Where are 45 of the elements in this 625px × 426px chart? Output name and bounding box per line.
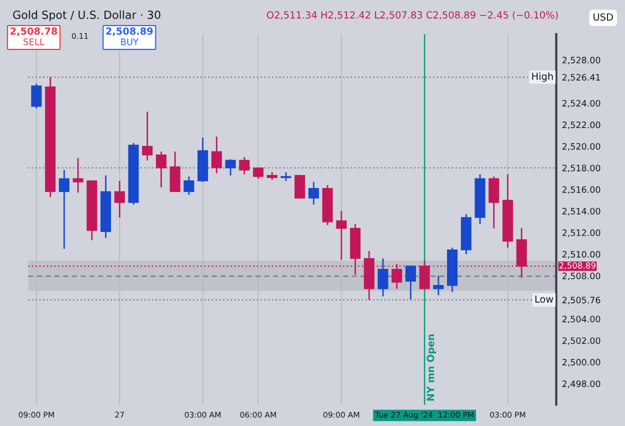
y-tick-label: 2,508.00: [562, 272, 600, 280]
candlestick: [252, 167, 264, 180]
annotation: SELL: [24, 38, 44, 46]
candlestick: [433, 275, 444, 296]
candlestick: [378, 258, 388, 297]
ref-line-label: NY mn Open: [426, 334, 436, 401]
y-tick-label: 2,528.00: [562, 56, 600, 64]
y-tick-label: 2,520.00: [562, 143, 600, 151]
candlestick: [405, 265, 416, 300]
text: USD: [594, 13, 613, 21]
ref-line-label: Low: [535, 296, 554, 303]
candlestick: [211, 136, 222, 174]
y-tick-label: 2,514.00: [562, 208, 600, 216]
y-tick-label: 2,518.00: [562, 164, 600, 172]
y-tick-label: 2,516.00: [562, 186, 600, 194]
candlestick: [225, 158, 236, 176]
candlestick: [336, 210, 347, 260]
y-tick-label: 2,510.00: [562, 251, 600, 259]
annotation: BUY: [121, 38, 139, 46]
candlestick: [31, 83, 42, 110]
candlestick: [156, 150, 166, 188]
candlestick: [294, 175, 306, 198]
y-tick-label: 2,500.00: [562, 358, 600, 366]
annotation: 2,508.89: [106, 27, 153, 36]
y-tick-label: 2,524.00: [562, 100, 600, 108]
candlestick: [142, 111, 153, 162]
candlestick: [114, 180, 125, 218]
y-tick-label: 2,504.00: [562, 316, 600, 324]
annotation: 2,508.78: [10, 27, 58, 36]
y-tick-label: 2,502.00: [562, 337, 600, 345]
ref-line-label: High: [532, 72, 553, 82]
candlestick: [488, 176, 500, 229]
chart-title: Gold Spot / U.S. Dollar · 30: [13, 10, 160, 22]
candlestick: [239, 156, 250, 176]
y-tick-label: 2,526.41: [562, 74, 600, 82]
candlestick: [58, 169, 70, 250]
text: O2,511.34 H2,512.42 L2,507.83 C2,508.89 −2.45 (−0.10%): [266, 11, 558, 20]
candlestick: [72, 157, 84, 194]
y-tick-label: 2,498.00: [562, 380, 600, 388]
y-tick-label: 2,505.76: [562, 296, 600, 304]
candlestick: [308, 181, 319, 206]
y-tick-label: 2,512.00: [562, 229, 600, 237]
y-tick-label: 2,522.00: [562, 122, 600, 130]
ref-line-label: 2,508.89: [560, 262, 596, 270]
candlestick: [184, 176, 194, 196]
